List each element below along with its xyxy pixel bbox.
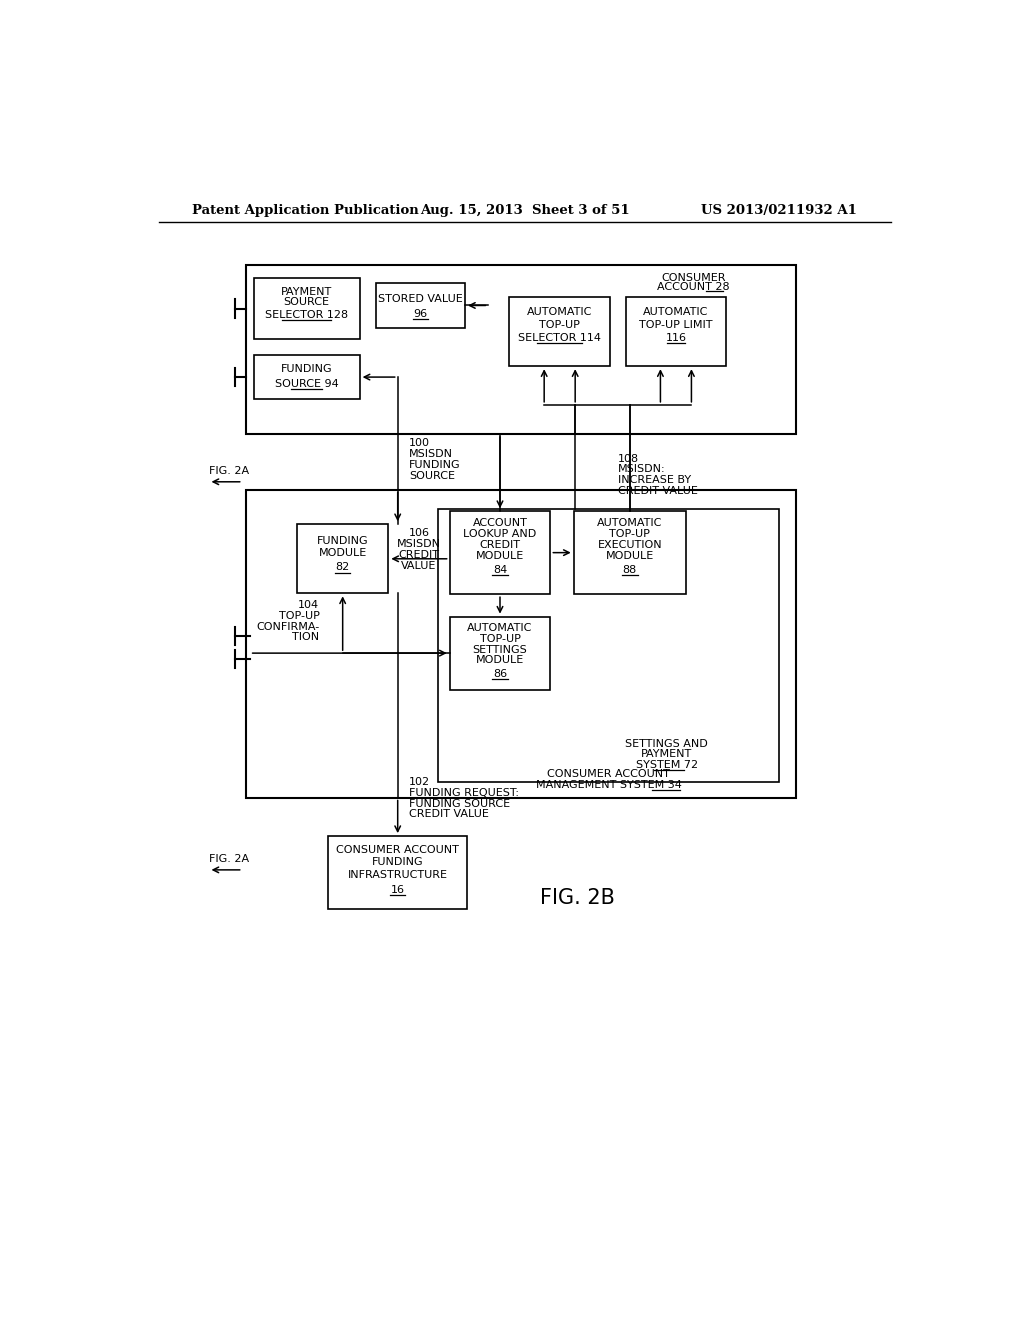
Text: CONSUMER: CONSUMER: [662, 273, 726, 282]
Text: CREDIT: CREDIT: [398, 550, 439, 560]
Bar: [376, 284, 465, 327]
Text: SELECTOR 128: SELECTOR 128: [265, 310, 348, 319]
Text: SOURCE: SOURCE: [410, 471, 456, 480]
Text: SOURCE 94: SOURCE 94: [274, 379, 339, 389]
Text: FUNDING: FUNDING: [372, 857, 424, 867]
Text: 104: 104: [298, 601, 319, 610]
Text: MODULE: MODULE: [318, 548, 367, 558]
Text: AUTOMATIC: AUTOMATIC: [643, 308, 709, 317]
Text: PAYMENT: PAYMENT: [281, 286, 332, 297]
Text: FUNDING REQUEST:: FUNDING REQUEST:: [410, 788, 519, 797]
Bar: [246, 264, 796, 434]
Text: 102: 102: [410, 777, 430, 787]
Bar: [297, 524, 388, 594]
Text: FIG. 2A: FIG. 2A: [209, 466, 250, 477]
Bar: [246, 490, 796, 797]
Text: SETTINGS AND: SETTINGS AND: [626, 739, 708, 748]
Text: SYSTEM 72: SYSTEM 72: [636, 760, 697, 770]
Text: US 2013/0211932 A1: US 2013/0211932 A1: [700, 205, 856, 218]
Text: FIG. 2A: FIG. 2A: [209, 854, 250, 865]
Text: SOURCE: SOURCE: [284, 297, 330, 308]
Text: LOOKUP AND: LOOKUP AND: [464, 529, 537, 539]
Text: CONFIRMA-: CONFIRMA-: [256, 622, 319, 631]
Text: FUNDING: FUNDING: [410, 459, 461, 470]
Bar: [328, 836, 467, 909]
Text: FUNDING: FUNDING: [281, 363, 333, 374]
Text: CREDIT: CREDIT: [479, 540, 520, 550]
Text: MSISDN: MSISDN: [410, 449, 454, 459]
Text: 106: 106: [409, 528, 429, 539]
Text: MSISDN: MSISDN: [397, 539, 441, 549]
Text: SELECTOR 114: SELECTOR 114: [518, 333, 601, 343]
Text: TOP-UP LIMIT: TOP-UP LIMIT: [639, 319, 713, 330]
Text: VALUE: VALUE: [401, 561, 436, 570]
Text: 96: 96: [414, 309, 428, 319]
Text: MSISDN:: MSISDN:: [617, 465, 666, 474]
Text: ACCOUNT 28: ACCOUNT 28: [657, 282, 730, 292]
Text: 16: 16: [391, 884, 404, 895]
Text: MANAGEMENT SYSTEM 34: MANAGEMENT SYSTEM 34: [536, 780, 681, 791]
Text: CREDIT VALUE: CREDIT VALUE: [410, 809, 489, 820]
Text: PAYMENT: PAYMENT: [641, 750, 692, 759]
Bar: [573, 511, 686, 594]
Text: INFRASTRUCTURE: INFRASTRUCTURE: [348, 870, 447, 879]
Text: FUNDING SOURCE: FUNDING SOURCE: [410, 799, 510, 809]
Text: CREDIT VALUE: CREDIT VALUE: [617, 486, 697, 496]
Text: 108: 108: [617, 454, 639, 463]
Bar: [254, 277, 359, 339]
Text: TOP-UP: TOP-UP: [279, 611, 319, 620]
Text: MODULE: MODULE: [605, 550, 654, 561]
Text: ACCOUNT: ACCOUNT: [472, 519, 527, 528]
Text: 88: 88: [623, 565, 637, 574]
Text: CONSUMER ACCOUNT: CONSUMER ACCOUNT: [547, 770, 670, 779]
Text: STORED VALUE: STORED VALUE: [378, 293, 463, 304]
Text: EXECUTION: EXECUTION: [597, 540, 663, 550]
Text: AUTOMATIC: AUTOMATIC: [597, 519, 663, 528]
Text: MODULE: MODULE: [476, 550, 524, 561]
Text: TOP-UP: TOP-UP: [479, 634, 520, 644]
Text: TOP-UP: TOP-UP: [540, 319, 581, 330]
Text: SETTINGS: SETTINGS: [473, 644, 527, 655]
Bar: [509, 297, 610, 367]
Bar: [254, 355, 359, 400]
Text: MODULE: MODULE: [476, 656, 524, 665]
Text: AUTOMATIC: AUTOMATIC: [527, 308, 592, 317]
Text: 84: 84: [493, 565, 507, 574]
Text: TION: TION: [292, 632, 319, 643]
Bar: [450, 616, 550, 689]
Text: CONSUMER ACCOUNT: CONSUMER ACCOUNT: [336, 845, 459, 855]
Text: 116: 116: [666, 333, 686, 343]
Text: FIG. 2B: FIG. 2B: [540, 887, 615, 908]
Text: 82: 82: [336, 562, 350, 573]
Text: Aug. 15, 2013  Sheet 3 of 51: Aug. 15, 2013 Sheet 3 of 51: [420, 205, 630, 218]
Bar: [450, 511, 550, 594]
Bar: [626, 297, 726, 367]
Text: FUNDING: FUNDING: [316, 536, 369, 546]
Bar: [438, 508, 779, 781]
Text: TOP-UP: TOP-UP: [609, 529, 650, 539]
Text: Patent Application Publication: Patent Application Publication: [191, 205, 418, 218]
Text: 86: 86: [493, 668, 507, 678]
Text: 100: 100: [410, 438, 430, 449]
Text: AUTOMATIC: AUTOMATIC: [467, 623, 532, 634]
Text: INCREASE BY: INCREASE BY: [617, 475, 691, 486]
